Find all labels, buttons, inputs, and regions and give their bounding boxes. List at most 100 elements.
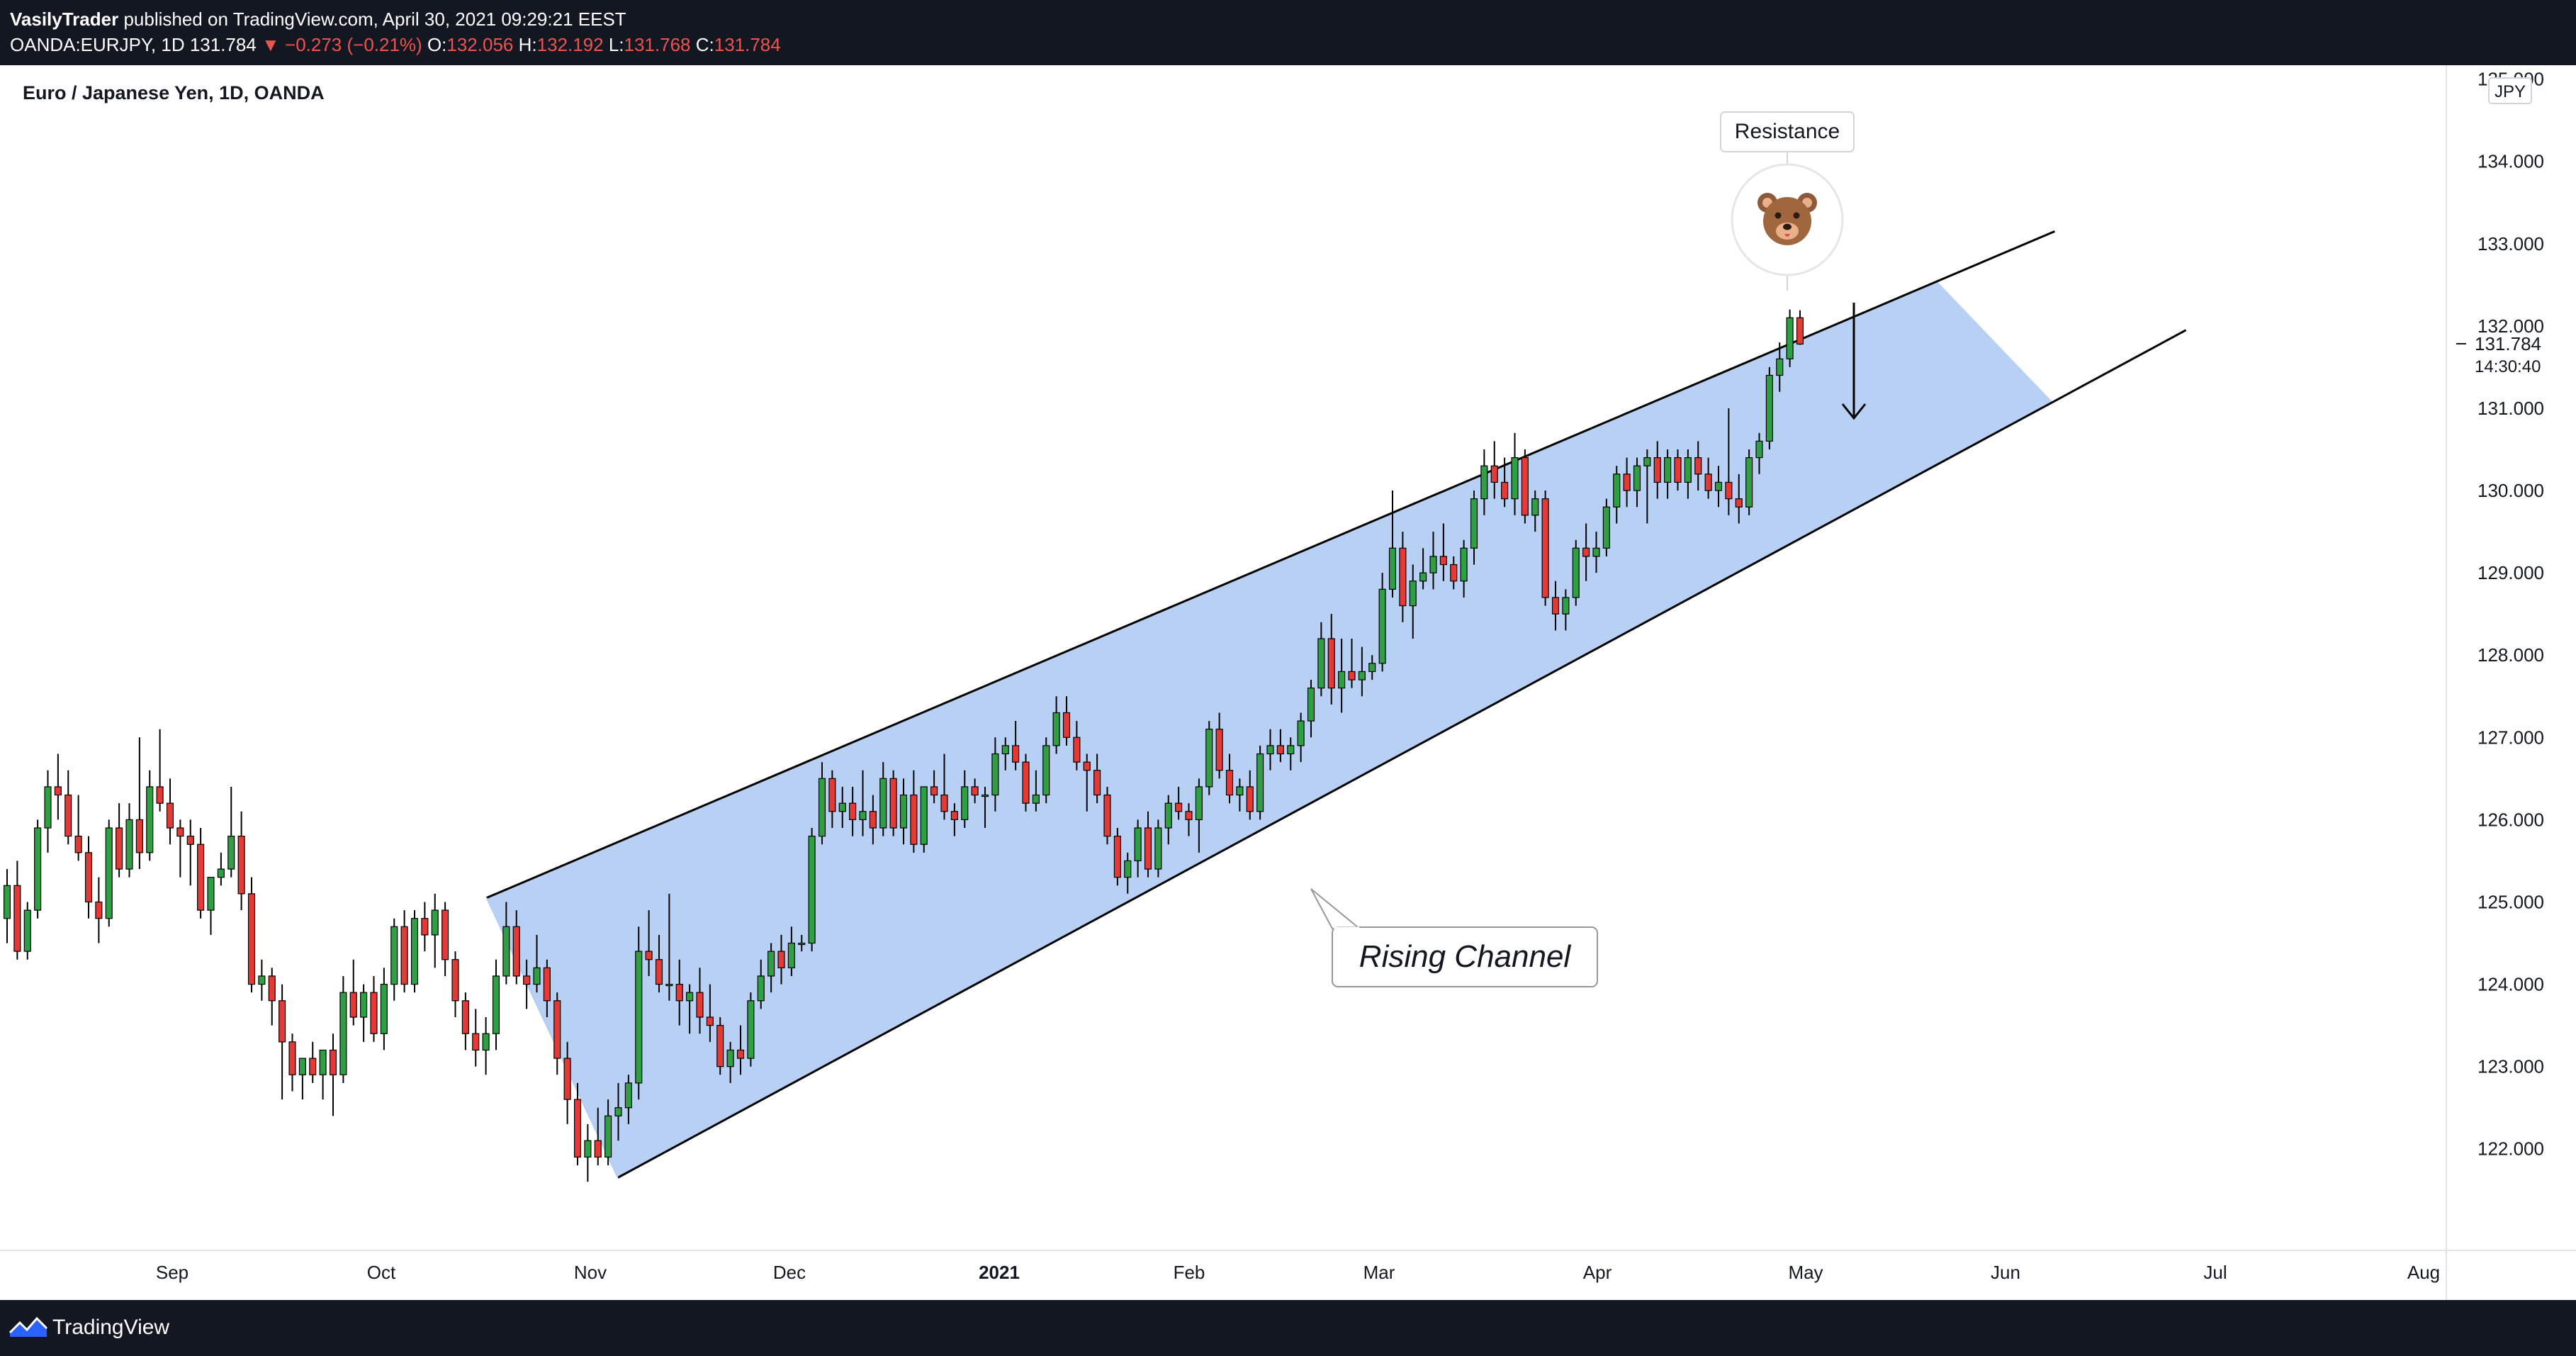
candle-body[interactable] <box>1246 786 1254 812</box>
candle-body[interactable] <box>237 836 245 895</box>
candle-body[interactable] <box>1164 802 1172 829</box>
candle-body[interactable] <box>696 992 704 1018</box>
author-name[interactable]: VasilyTrader <box>10 9 119 30</box>
candle-body[interactable] <box>1358 671 1366 680</box>
candle-body[interactable] <box>482 1033 490 1051</box>
candle-body[interactable] <box>879 778 887 829</box>
candle-body[interactable] <box>533 967 541 985</box>
candle-body[interactable] <box>1429 556 1437 573</box>
candle-body[interactable] <box>1052 712 1060 746</box>
candle-body[interactable] <box>279 1000 286 1043</box>
candle-body[interactable] <box>116 827 123 870</box>
candle-body[interactable] <box>400 926 408 985</box>
candle-body[interactable] <box>1378 588 1386 664</box>
candle-body[interactable] <box>1144 827 1152 870</box>
candle-body[interactable] <box>1613 474 1621 508</box>
candle-body[interactable] <box>849 802 857 820</box>
candle-body[interactable] <box>1348 671 1356 680</box>
candle-body[interactable] <box>512 926 520 977</box>
candle-body[interactable] <box>166 802 174 829</box>
candle-body[interactable] <box>492 975 500 1034</box>
candle-body[interactable] <box>675 983 683 1002</box>
candle-body[interactable] <box>798 942 806 946</box>
candle-body[interactable] <box>1582 547 1590 557</box>
candle-body[interactable] <box>1653 457 1661 483</box>
candle-body[interactable] <box>1633 465 1641 491</box>
candle-body[interactable] <box>1256 753 1264 812</box>
candle-body[interactable] <box>594 1140 602 1158</box>
candle-body[interactable] <box>3 885 11 919</box>
candle-body[interactable] <box>44 786 52 829</box>
candle-body[interactable] <box>1643 457 1651 466</box>
candle-body[interactable] <box>441 909 449 960</box>
candle-body[interactable] <box>1276 745 1284 755</box>
candle-body[interactable] <box>665 983 673 987</box>
candle-body[interactable] <box>360 992 368 1018</box>
candle-body[interactable] <box>431 909 439 936</box>
candle-body[interactable] <box>451 959 459 1002</box>
candle-body[interactable] <box>1450 564 1458 582</box>
candle-body[interactable] <box>655 959 663 985</box>
candle-body[interactable] <box>716 1025 724 1068</box>
candle-body[interactable] <box>268 975 276 1002</box>
candle-body[interactable] <box>135 819 143 853</box>
candle-body[interactable] <box>1521 457 1529 516</box>
candle-body[interactable] <box>34 827 42 911</box>
candle-body[interactable] <box>1541 498 1549 598</box>
candle-body[interactable] <box>838 802 846 812</box>
candle-body[interactable] <box>1511 457 1519 500</box>
candle-body[interactable] <box>1317 638 1325 689</box>
candle-body[interactable] <box>1562 597 1570 615</box>
candle-body[interactable] <box>1287 745 1295 755</box>
candle-body[interactable] <box>1776 358 1784 376</box>
candle-body[interactable] <box>1714 481 1723 491</box>
candle-body[interactable] <box>217 868 225 878</box>
candle-body[interactable] <box>736 1049 745 1059</box>
candle-body[interactable] <box>74 836 82 853</box>
candle-body[interactable] <box>247 893 256 985</box>
candle-body[interactable] <box>614 1107 622 1116</box>
candle-body[interactable] <box>767 951 775 977</box>
candle-body[interactable] <box>84 852 93 903</box>
candle-body[interactable] <box>258 975 266 985</box>
candle-body[interactable] <box>991 753 999 796</box>
candle-body[interactable] <box>95 901 103 919</box>
currency-badge[interactable] <box>2488 77 2532 104</box>
candle-body[interactable] <box>1572 547 1580 598</box>
candle-body[interactable] <box>1215 729 1223 771</box>
candle-body[interactable] <box>1735 498 1743 508</box>
candle-body[interactable] <box>176 827 184 837</box>
candle-body[interactable] <box>23 909 31 952</box>
candle-body[interactable] <box>523 975 531 985</box>
candle-body[interactable] <box>105 827 113 919</box>
candle-body[interactable] <box>125 819 133 870</box>
candle-body[interactable] <box>1664 457 1672 483</box>
candle-body[interactable] <box>329 1049 337 1075</box>
candle-body[interactable] <box>1083 761 1091 771</box>
candle-body[interactable] <box>910 794 918 845</box>
candle-body[interactable] <box>502 926 510 977</box>
candle-body[interactable] <box>981 794 989 797</box>
candle-body[interactable] <box>1113 836 1121 878</box>
candle-body[interactable] <box>146 786 154 853</box>
candle-body[interactable] <box>421 918 429 936</box>
candle-body[interactable] <box>961 786 969 820</box>
candle-body[interactable] <box>950 811 958 820</box>
candle-body[interactable] <box>624 1082 632 1109</box>
tradingview-brand[interactable]: TradingView <box>52 1316 170 1339</box>
candle-body[interactable] <box>1266 745 1274 755</box>
candle-body[interactable] <box>1439 556 1447 566</box>
candle-body[interactable] <box>1134 827 1142 862</box>
candle-body[interactable] <box>1338 671 1346 689</box>
candle-body[interactable] <box>1684 457 1692 483</box>
candle-body[interactable] <box>818 778 826 837</box>
candle-body[interactable] <box>390 926 398 985</box>
channel-lower-line[interactable] <box>617 329 2187 1179</box>
candle-body[interactable] <box>370 992 378 1034</box>
candle-body[interactable] <box>227 836 235 870</box>
candle-body[interactable] <box>1103 794 1111 837</box>
candle-body[interactable] <box>1185 811 1193 820</box>
candle-body[interactable] <box>1725 481 1733 500</box>
candle-body[interactable] <box>1388 547 1397 590</box>
candle-body[interactable] <box>1694 457 1702 475</box>
